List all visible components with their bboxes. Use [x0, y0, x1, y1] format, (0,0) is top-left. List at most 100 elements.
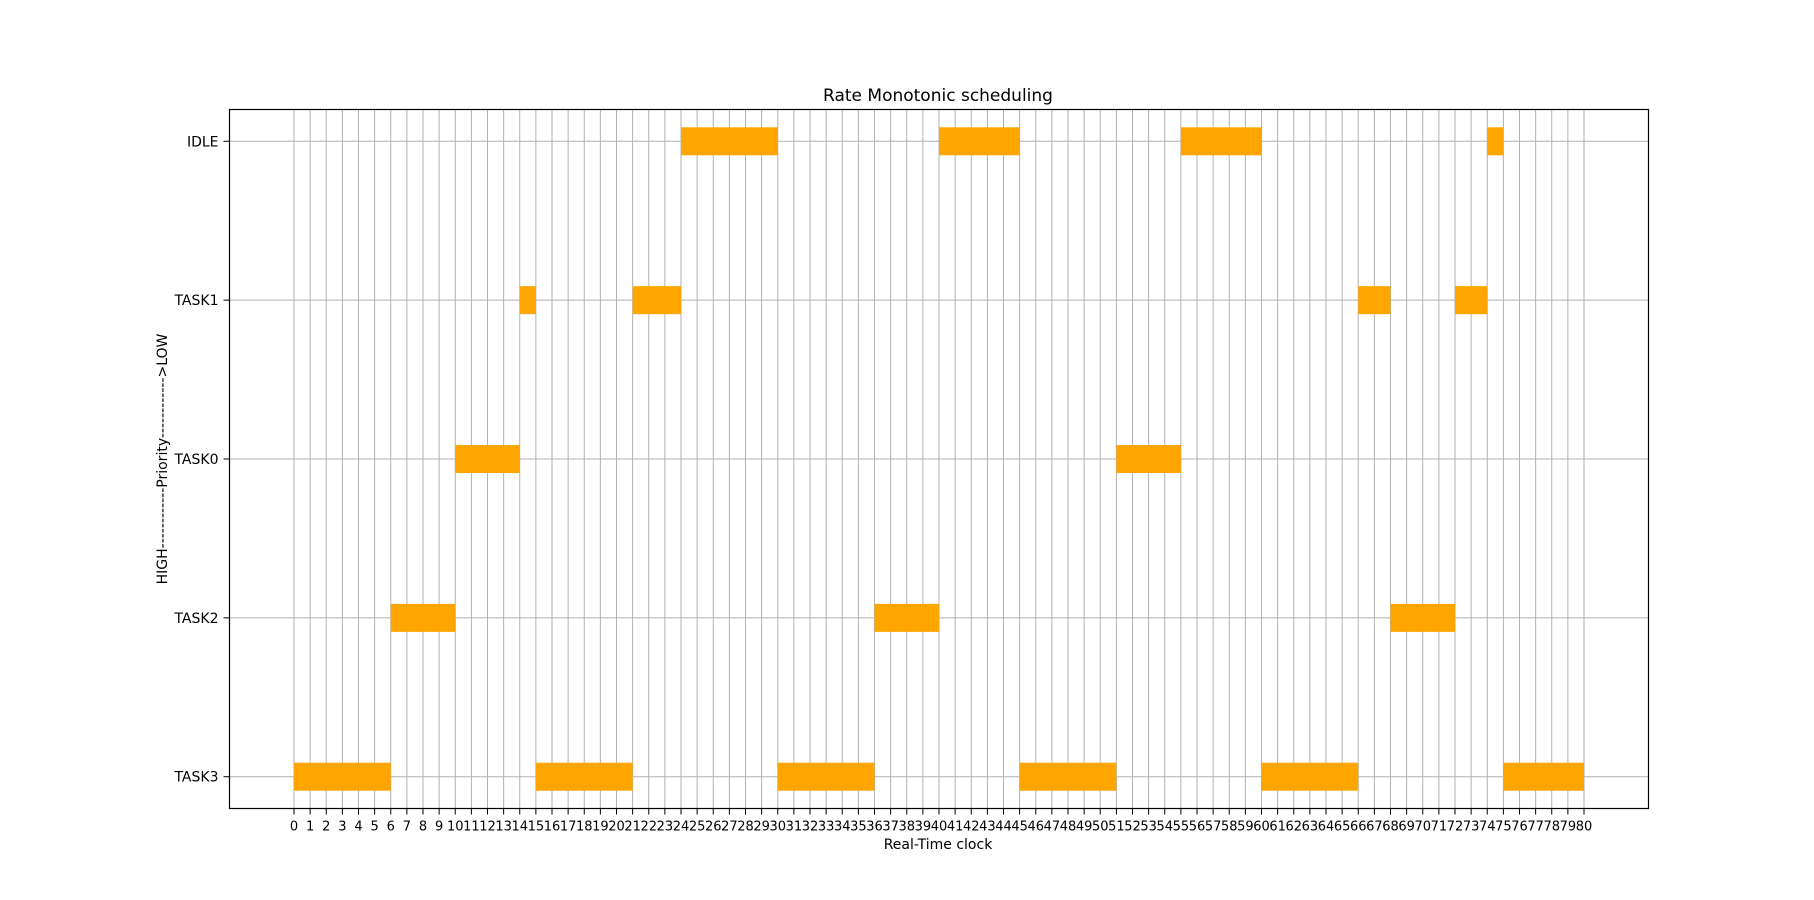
- x-tick-label: 80: [1576, 820, 1593, 835]
- x-tick-label: 12: [479, 820, 496, 835]
- x-tick-label: 5: [370, 820, 378, 835]
- x-tick-label: 56: [1189, 820, 1206, 835]
- task-bars: [294, 127, 1584, 791]
- task-bar-idle: [1487, 127, 1504, 156]
- x-tick-label: 37: [882, 820, 899, 835]
- x-tick-label: 44: [995, 820, 1012, 835]
- task-bar-idle: [681, 127, 778, 156]
- x-tick-label: 2: [322, 820, 330, 835]
- task-bar-task1: [1358, 286, 1391, 315]
- x-tick-label: 73: [1463, 820, 1480, 835]
- x-tick-label: 38: [898, 820, 915, 835]
- y-axis-label: HIGH------------Priority------------>LOW: [155, 333, 171, 584]
- x-tick-label: 63: [1302, 820, 1319, 835]
- task-bar-task3: [1503, 762, 1584, 791]
- chart-title: Rate Monotonic scheduling: [823, 86, 1053, 106]
- x-tick-label: 58: [1221, 820, 1238, 835]
- x-tick-label: 48: [1060, 820, 1077, 835]
- x-tick-label: 59: [1237, 820, 1254, 835]
- x-tick-label: 61: [1269, 820, 1286, 835]
- x-tick-label: 25: [689, 820, 706, 835]
- task-bar-task3: [535, 762, 633, 791]
- x-tick-label: 27: [721, 820, 738, 835]
- x-tick-label: 74: [1479, 820, 1496, 835]
- x-tick-label: 62: [1285, 820, 1302, 835]
- x-tick-label: 3: [338, 820, 346, 835]
- x-tick-label: 46: [1027, 820, 1044, 835]
- x-tick-label: 11: [463, 820, 480, 835]
- x-tick-label: 0: [290, 820, 298, 835]
- x-tick-label: 16: [544, 820, 561, 835]
- x-tick-label: 39: [915, 820, 932, 835]
- x-tick-label: 33: [818, 820, 835, 835]
- task-bar-task1: [632, 286, 681, 315]
- x-tick-label: 14: [511, 820, 528, 835]
- x-tick-label: 35: [850, 820, 867, 835]
- x-tick-label: 22: [640, 820, 657, 835]
- x-tick-label: 55: [1173, 820, 1190, 835]
- x-tick-label: 24: [673, 820, 690, 835]
- x-tick-label: 47: [1044, 820, 1061, 835]
- x-tick-label: 79: [1560, 820, 1577, 835]
- task-bar-task2: [874, 603, 939, 632]
- x-tick-label: 6: [387, 820, 395, 835]
- task-bar-task3: [1261, 762, 1359, 791]
- x-tick-label: 68: [1382, 820, 1399, 835]
- x-tick-label: 71: [1431, 820, 1448, 835]
- task-bar-task0: [455, 445, 520, 473]
- x-tick-label: 75: [1495, 820, 1512, 835]
- task-bar-task2: [1390, 603, 1455, 632]
- x-tick-label: 60: [1253, 820, 1270, 835]
- x-tick-label: 40: [931, 820, 948, 835]
- task-bar-task3: [777, 762, 875, 791]
- y-tick-label: TASK0: [173, 452, 218, 468]
- x-tick-label: 30: [769, 820, 786, 835]
- x-tick-label: 41: [947, 820, 964, 835]
- x-tick-label: 34: [834, 820, 851, 835]
- x-tick-label: 20: [608, 820, 625, 835]
- x-axis-label: Real-Time clock: [884, 837, 994, 853]
- x-tick-label: 15: [528, 820, 545, 835]
- x-tick-label: 72: [1447, 820, 1464, 835]
- y-tick-label: TASK1: [173, 293, 218, 309]
- x-tick-label: 29: [753, 820, 770, 835]
- x-tick-label: 36: [866, 820, 883, 835]
- x-tick-label: 10: [447, 820, 464, 835]
- x-tick-label: 67: [1366, 820, 1383, 835]
- task-bar-task0: [1116, 445, 1181, 473]
- x-tick-label: 7: [403, 820, 411, 835]
- x-tick-label: 76: [1511, 820, 1528, 835]
- y-tick-label: TASK3: [173, 770, 218, 786]
- x-tick-label: 42: [963, 820, 980, 835]
- grid-lines: [229, 109, 1649, 809]
- y-tick-label: IDLE: [187, 134, 219, 150]
- x-tick-label: 69: [1398, 820, 1415, 835]
- x-tick-label: 31: [786, 820, 803, 835]
- x-tick-label: 13: [495, 820, 512, 835]
- task-bar-task1: [519, 286, 536, 315]
- task-bar-idle: [939, 127, 1020, 156]
- x-tick-label: 21: [624, 820, 641, 835]
- x-tick-label: 43: [979, 820, 996, 835]
- x-tick-label: 45: [1011, 820, 1028, 835]
- x-tick-label: 4: [354, 820, 362, 835]
- task-bar-task3: [294, 762, 391, 791]
- x-tick-label: 17: [560, 820, 577, 835]
- x-tick-label: 1: [306, 820, 314, 835]
- x-tick-label: 53: [1140, 820, 1157, 835]
- x-tick-label: 18: [576, 820, 593, 835]
- x-tick-label: 19: [592, 820, 609, 835]
- x-tick-label: 28: [737, 820, 754, 835]
- x-tick-label: 57: [1205, 820, 1222, 835]
- task-bar-task3: [1019, 762, 1117, 791]
- x-tick-label: 9: [435, 820, 443, 835]
- y-tick-label: TASK2: [173, 611, 218, 627]
- x-tick-label: 64: [1318, 820, 1335, 835]
- x-tick-label: 70: [1414, 820, 1431, 835]
- x-tick-label: 8: [419, 820, 427, 835]
- x-axis-ticks: 0 1 2 3 4 5 6 7 8 9 10 11 12 13 14 15 16 17 18 19 20 21 22 23 24…: [290, 808, 1593, 835]
- x-tick-label: 49: [1076, 820, 1093, 835]
- task-bar-task2: [390, 603, 456, 632]
- x-tick-label: 65: [1334, 820, 1351, 835]
